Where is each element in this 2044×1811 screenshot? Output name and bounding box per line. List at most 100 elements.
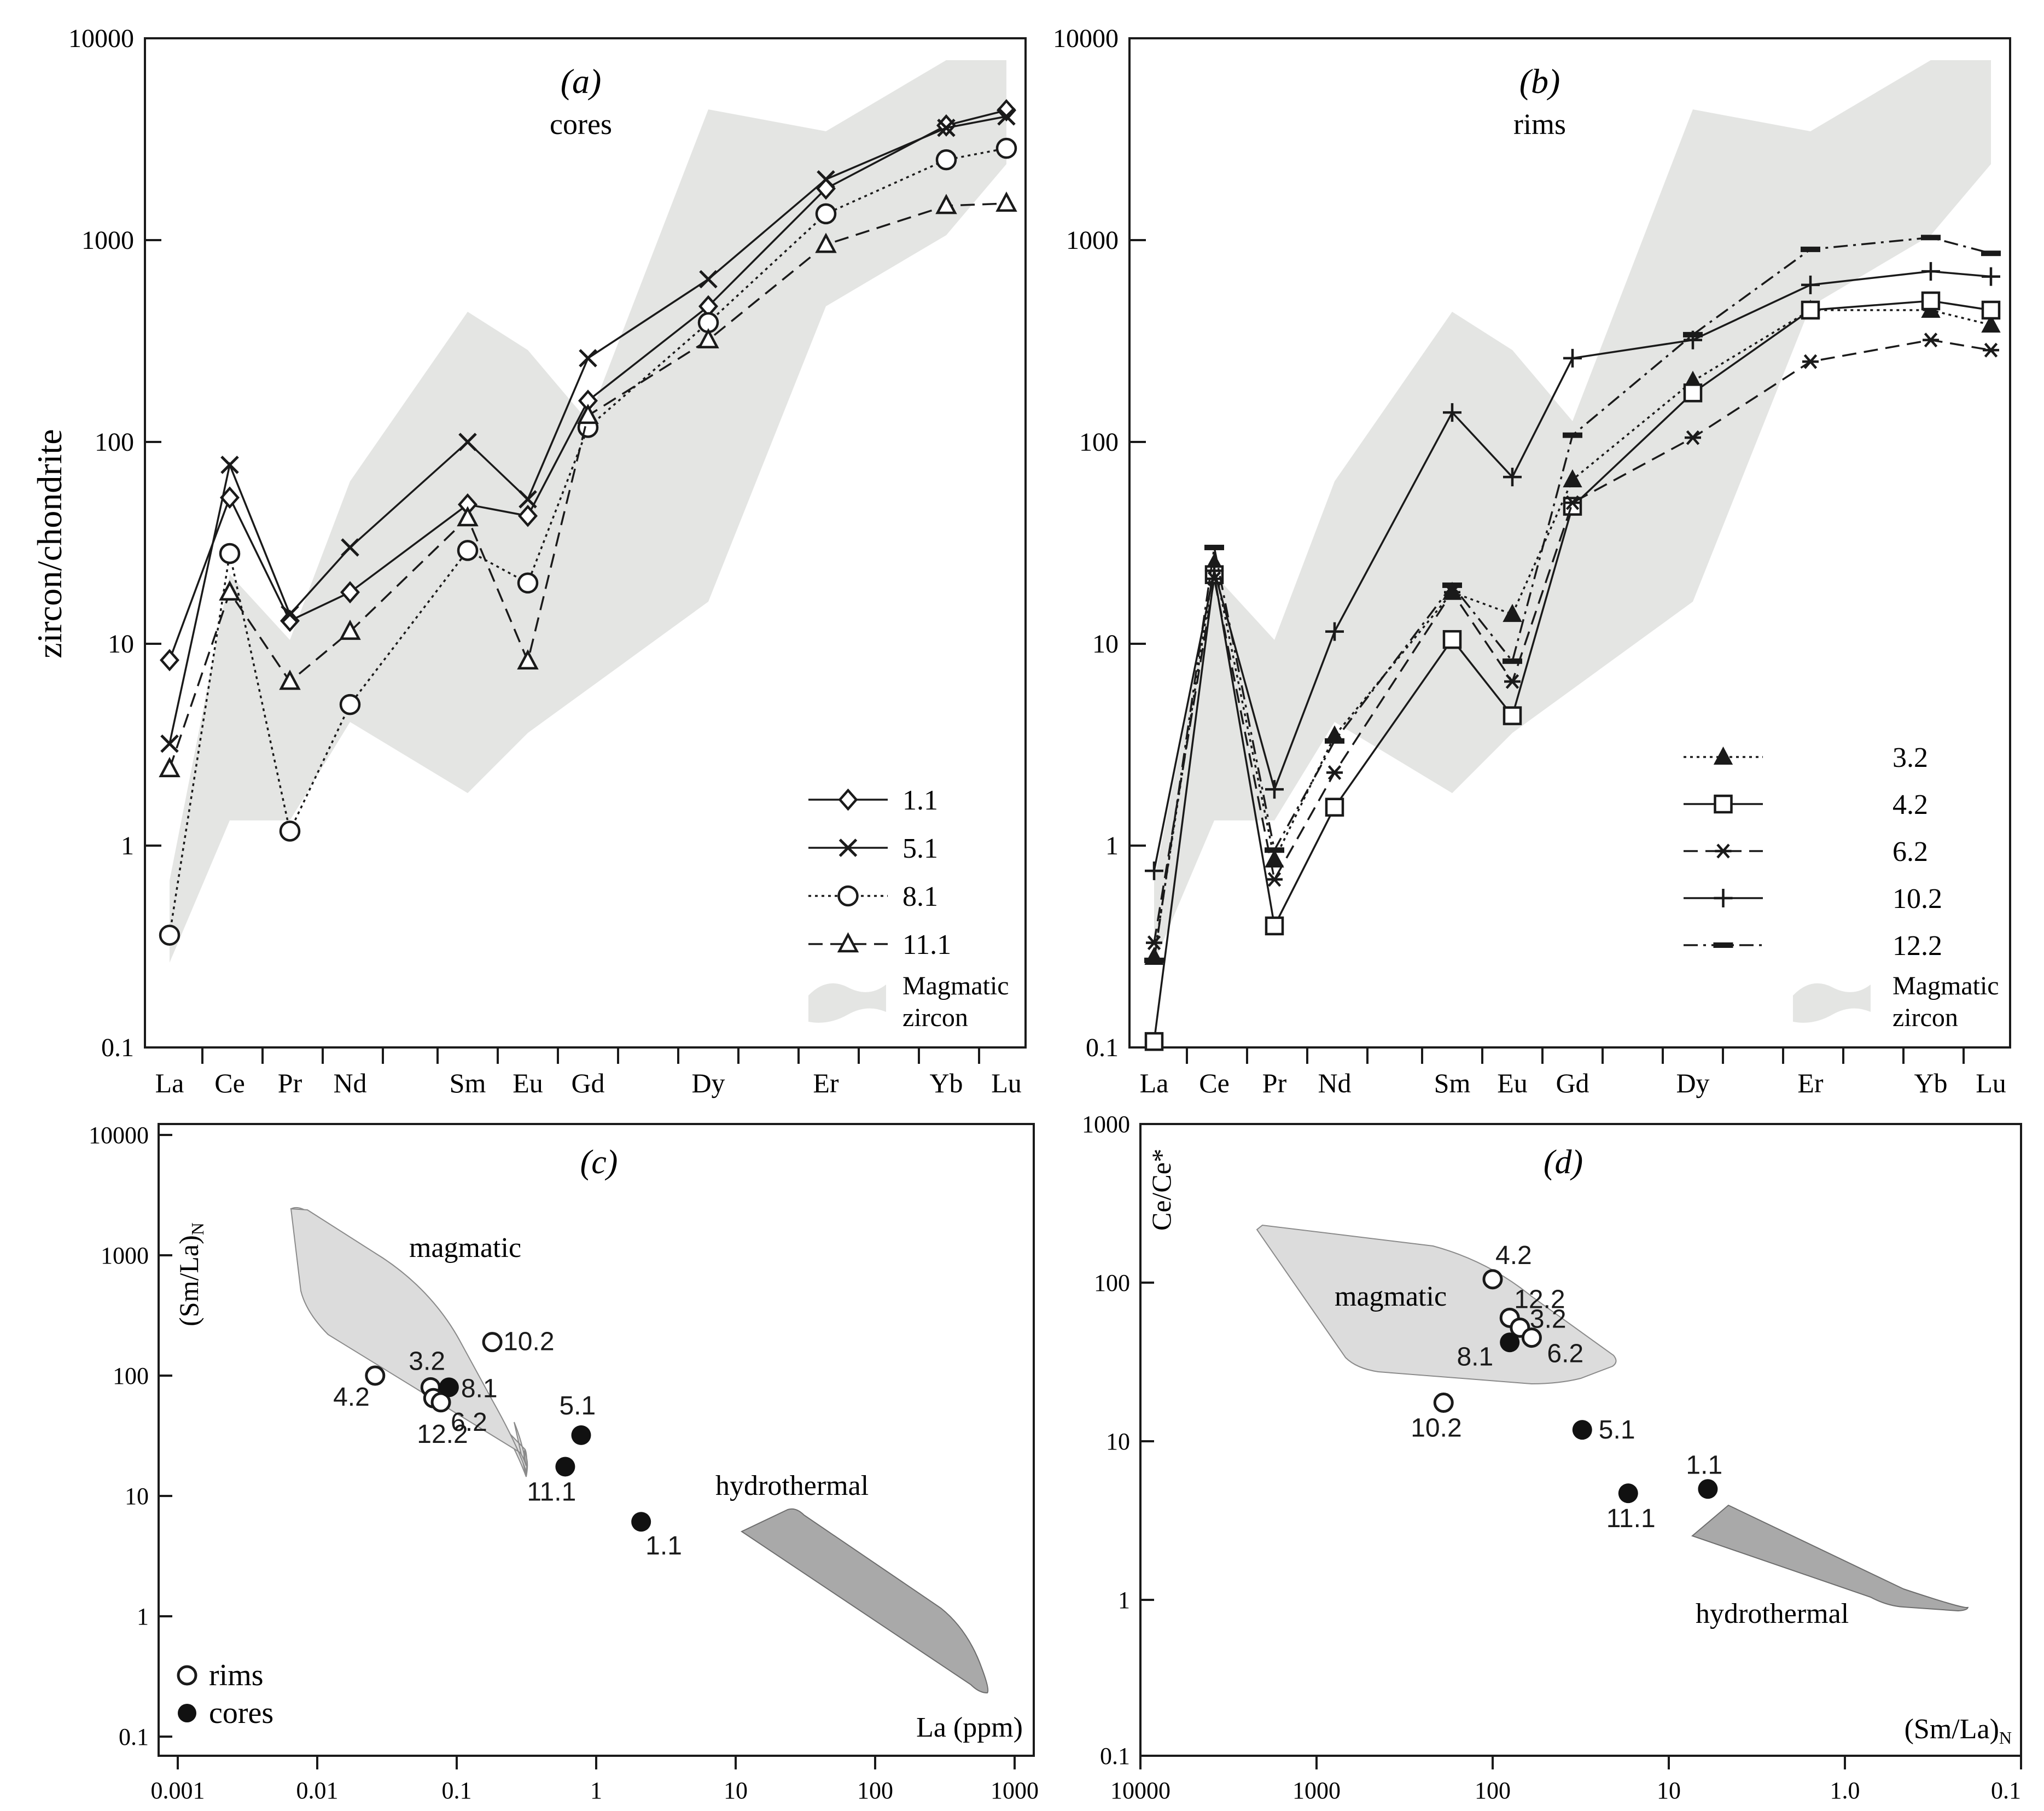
panel-a-ytick-label: 10 [108,630,134,659]
panel-b-marker-12.2 [1325,738,1344,744]
panel-b-legend-label: 10.2 [1892,883,1942,915]
panel-c-hydrothermal-field [740,1508,989,1694]
panel-a-frame [144,37,1027,1049]
panel-b-legend-label: 4.2 [1892,789,1928,820]
panel-d-ytick-label: 10 [1106,1428,1130,1455]
panel-c-ytick-label: 0.1 [119,1723,149,1750]
panel-b-ytick-label: 0.1 [1086,1033,1119,1062]
panel-a-marker-8.1 [339,694,361,715]
panel-c-point-8.1 [439,1377,459,1397]
panel-b-marker-4.2 [1265,916,1284,936]
panel-b-legend-marker-10.2 [1714,889,1733,907]
panel-a-marker-5.1 [160,734,179,753]
panel-b-marker-10.2 [1921,262,1940,281]
panel-a-marker-11.1 [577,404,599,424]
panel-d-xaxis: 10000 1000 100 10 1.0 0.1 [1110,1756,2022,1804]
panel-b-marker-10.2 [1801,275,1820,294]
panel-b-marker-6.2 [1504,674,1521,689]
panel-c-ytick-label: 1000 [101,1242,149,1269]
panel-a-legend-marker-1.1 [838,788,858,811]
panel-a-legend-band-label: Magmatic [902,971,1009,1000]
panel-a-legend-label: 5.1 [902,833,938,864]
panel-b-marker-10.2 [1265,780,1284,799]
panel-c-point-label-12.2: 12.2 [417,1420,468,1449]
panel-b-marker-4.2 [1325,797,1344,817]
panel-c-point-label-11.1: 11.1 [527,1478,576,1507]
panel-c-field-label-hydrothermal: hydrothermal [715,1470,869,1501]
panel-a-marker-5.1 [817,170,835,189]
panel-a-marker-8.1 [517,572,539,594]
panel-d-ytick-label: 0.1 [1100,1743,1130,1769]
panel-b-xtick-label: Lu [1976,1068,2006,1098]
panel-c-xtick-label: 0.1 [442,1777,472,1804]
panel-a-marker-11.1 [219,580,241,601]
panel-b-xtick-label: Pr [1262,1068,1287,1098]
panel-b-marker-6.2 [1983,342,1999,358]
panel-b-marker-3.2 [1265,849,1284,868]
panel-a-marker-11.1 [279,669,301,690]
panel-b-marker-10.2 [1982,267,2000,286]
panel-a-xtick-label: Eu [513,1068,543,1098]
panel-b-legend-marker-12.2 [1713,942,1733,948]
panel-b-marker-12.2 [1442,582,1462,588]
panel-a-marker-5.1 [281,605,299,624]
panel-a-legend-label: 8.1 [902,881,938,912]
panel-d-point-11.1 [1618,1483,1638,1504]
panel-c-point-label-3.2: 3.2 [409,1347,445,1376]
panel-b-marker-12.2 [1265,847,1284,853]
panel-b-marker-3.2 [1503,603,1522,622]
panel-c-points-layer: 4.2 3.2 12.26.2 10.28.1 5.1 11.1 1.1 [333,1327,682,1561]
panel-c-ytick-label: 10 [125,1483,149,1510]
panel-c-point-label-4.2: 4.2 [333,1383,370,1412]
panel-d-xtick-label: 1000 [1292,1777,1341,1804]
panel-a-marker-5.1 [699,270,718,289]
panel-c-point-1.1 [631,1512,651,1532]
panel-d-field-label-magmatic: magmatic [1335,1281,1447,1312]
panel-a-xtick-label: Yb [929,1068,963,1098]
panel-c-ylabel-main: (Sm/La) [173,1235,204,1326]
panel-d-title: (d) [1544,1144,1583,1181]
panel-c-ytick-label: 1 [137,1603,149,1630]
panel-a-title: (a) [561,62,602,101]
panel-c-frame [158,1123,1035,1757]
panel-d-ytick-label: 1 [1118,1587,1130,1614]
panel-b-ytick-label: 10000 [1053,24,1119,53]
panel-d-point-label-12.2: 12.2 [1514,1285,1565,1314]
panel-c-point-6.2 [430,1392,451,1413]
panel-a-xaxis: La Ce Pr Nd Sm Eu Gd Dy Er Yb Lu [155,1047,1022,1098]
panel-b-marker-12.2 [1801,246,1820,252]
panel-b-legend-band-label: Magmatic [1892,971,1999,1000]
panel-b-marker-4.2 [1921,291,1941,311]
panel-d-point-label-8.1: 8.1 [1457,1342,1493,1371]
panel-c-yaxis: 10000 1000 100 10 1 0.1 [89,1122,172,1750]
panel-a-xtick-label: La [155,1068,184,1098]
panel-a-yaxis: 10000 1000 100 10 1 0.1 [68,24,161,1062]
panel-a-marker-5.1 [579,349,597,368]
panel-a-marker-1.1 [279,609,300,632]
panel-a-marker-8.1 [279,820,301,842]
panel-a-marker-8.1 [935,149,957,171]
panel-b-legend-label: 12.2 [1892,930,1942,962]
panel-b-xaxis: La Ce Pr Nd Sm Eu Gd Dy Er Yb Lu [1140,1047,2006,1098]
panel-d-point-10.2 [1433,1393,1454,1413]
panel-a-marker-11.1 [517,649,539,670]
panel-c-legend-cores-label: cores [209,1696,273,1730]
panel-c-point-label-5.1: 5.1 [559,1391,596,1420]
panel-b-xtick-label: Er [1797,1068,1824,1098]
panel-b-marker-3.2 [1563,469,1582,488]
panel-b-xtick-label: La [1140,1068,1169,1098]
panel-b-legend-band-swatch [1793,983,1871,1023]
panel-b-marker-6.2 [1326,765,1343,781]
panel-c-xtick-label: 1000 [991,1777,1039,1804]
panel-b-legend-marker-4.2 [1714,794,1733,814]
panel-b-marker-6.2 [1923,333,1939,348]
panel-c-xaxis: 0.001 0.01 0.1 1 10 100 1000 [151,1756,1039,1804]
panel-d-frame [1139,1123,2022,1757]
panel-a-legend-label: 11.1 [902,929,951,960]
panel-d-point-label-6.2: 6.2 [1547,1340,1583,1369]
panel-b-title: (b) [1519,62,1560,101]
panel-b-xtick-label: Ce [1199,1068,1230,1098]
panel-a-marker-5.1 [997,107,1016,126]
panel-a-marker-11.1 [995,191,1017,212]
panel-a-xtick-label: Dy [691,1068,725,1098]
